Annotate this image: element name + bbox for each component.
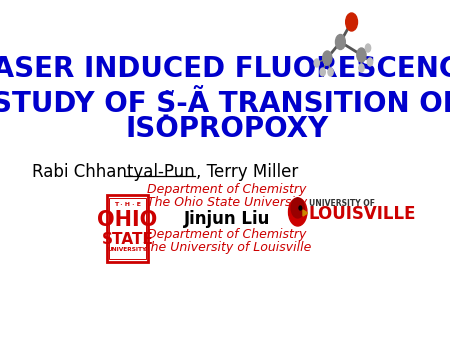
Circle shape [359,64,364,72]
Circle shape [336,34,345,49]
Text: ISOPROPOXY: ISOPROPOXY [125,115,328,143]
Text: LOUISVILLE: LOUISVILLE [309,205,416,223]
Circle shape [291,198,304,218]
Circle shape [365,44,371,52]
Text: Department of Chemistry: Department of Chemistry [147,228,306,241]
Circle shape [328,68,333,76]
Text: , Terry Miller: , Terry Miller [196,163,298,181]
Text: Rabi Chhantyal-Pun: Rabi Chhantyal-Pun [32,163,195,181]
Text: T · H · E: T · H · E [114,202,141,207]
Text: The Ohio State University: The Ohio State University [147,196,307,209]
Bar [109,198,146,259]
Circle shape [320,68,325,76]
Text: STUDY OF Ṣ̃-Ã TRANSITION OF: STUDY OF Ṣ̃-Ã TRANSITION OF [0,85,450,118]
Circle shape [367,58,373,66]
Circle shape [357,48,366,62]
Text: LASER INDUCED FLUORESCENCE: LASER INDUCED FLUORESCENCE [0,55,450,83]
Circle shape [314,59,319,67]
Text: The University of Louisville: The University of Louisville [143,241,311,254]
Circle shape [299,206,302,210]
Text: UNIVERSITY: UNIVERSITY [108,247,147,252]
Text: OHIO: OHIO [98,210,158,230]
Circle shape [323,51,332,65]
Circle shape [288,198,307,226]
Text: Department of Chemistry: Department of Chemistry [147,183,306,196]
Polygon shape [303,210,308,216]
Bar [107,195,148,262]
Text: Jinjun Liu: Jinjun Liu [184,210,270,228]
Circle shape [346,13,357,31]
Text: UNIVERSITY OF: UNIVERSITY OF [309,199,375,209]
Text: STATE: STATE [102,232,153,247]
